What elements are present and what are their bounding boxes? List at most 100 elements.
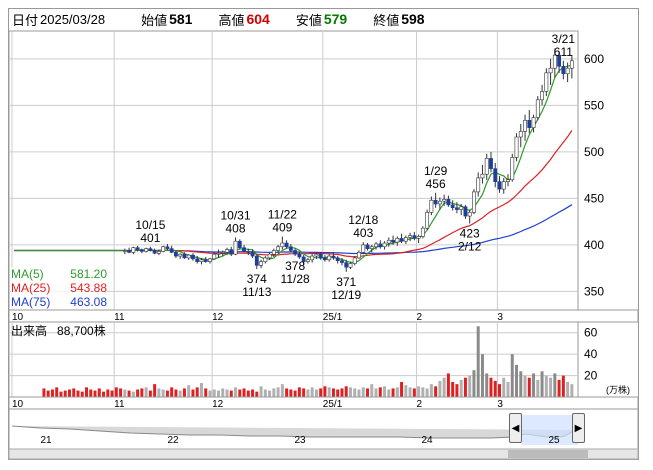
price-tick-label: 350: [584, 284, 604, 298]
candle-body: [242, 247, 246, 252]
candle-body: [348, 263, 353, 268]
volume-bar: [89, 389, 93, 397]
candle-body: [540, 91, 544, 101]
high-annotation-value: 401: [140, 231, 160, 245]
candle-body: [501, 181, 506, 190]
candle-body: [276, 246, 281, 251]
volume-bar: [544, 375, 548, 397]
x-tick-label: 10: [12, 399, 24, 410]
volume-bar: [506, 382, 510, 397]
x-tick-label: 25/1: [323, 399, 343, 410]
volume-bar: [297, 387, 301, 397]
candle-body: [152, 250, 157, 254]
volume-bar: [395, 387, 399, 397]
volume-bar: [489, 377, 493, 397]
volume-bar: [331, 388, 335, 397]
candle-body: [442, 199, 447, 202]
volume-bar: [85, 387, 88, 397]
x-tick-label: 2: [416, 399, 422, 410]
date-value: 2025/03/28: [40, 11, 106, 27]
candle-body: [523, 119, 527, 132]
candle-body: [173, 252, 178, 257]
volume-bar: [251, 389, 255, 397]
candle-body: [169, 248, 174, 253]
candle-body: [267, 253, 272, 259]
candle-body: [459, 206, 464, 210]
volume-bar: [195, 387, 199, 397]
ma25-name: MA(25): [11, 281, 51, 295]
candle-body: [127, 250, 132, 253]
candle-body: [293, 250, 298, 255]
navigator-left-handle[interactable]: ◀: [509, 413, 522, 443]
low-annotation-value: 374: [247, 272, 267, 286]
candle-body: [463, 206, 468, 217]
navigator-scrollbar[interactable]: [8, 448, 639, 460]
candle-body: [237, 240, 242, 248]
volume-bar: [148, 390, 152, 397]
candle-body: [437, 200, 442, 205]
chevron-right-icon: ▶: [574, 422, 583, 434]
volume-bar: [293, 390, 297, 397]
candle-body: [156, 251, 161, 254]
candle-body: [178, 253, 183, 257]
navigator-year-label: 25: [548, 435, 560, 446]
high-annotation-value: 403: [353, 226, 373, 240]
candle-body: [340, 260, 344, 263]
volume-bar: [268, 390, 272, 397]
candle-body: [284, 242, 289, 248]
volume-bar: [46, 390, 50, 397]
high-annotation-date: 3/21: [552, 32, 576, 46]
x-tick-label: 25/1: [323, 312, 343, 323]
candle-body: [259, 261, 263, 266]
candle-body: [216, 252, 221, 255]
candle-body: [139, 249, 144, 252]
close-label: 終値: [373, 12, 400, 28]
volume-bar: [140, 388, 144, 397]
volume-value: 88,700株: [57, 324, 106, 338]
candle-body: [318, 253, 323, 259]
low-annotation-date: 12/19: [331, 288, 361, 302]
volume-bar: [161, 389, 165, 397]
candle-body: [135, 247, 140, 250]
candle-body: [361, 244, 366, 253]
candle-body: [557, 54, 562, 67]
volume-bar: [255, 391, 259, 397]
volume-bar: [570, 384, 574, 397]
price-tick-label: 500: [584, 145, 604, 159]
candle-body: [182, 253, 187, 259]
volume-bar: [259, 386, 263, 397]
high-annotation-date: 10/31: [221, 208, 251, 222]
volume-bar: [106, 389, 110, 397]
volume-bar: [127, 390, 131, 397]
volume-bar: [340, 388, 344, 397]
volume-bar: [557, 379, 561, 397]
candle-body: [569, 60, 574, 69]
navigator-year-label: 23: [294, 435, 306, 446]
candle-body: [518, 131, 523, 138]
navigator-scroll-thumb[interactable]: [508, 450, 588, 458]
volume-bar: [229, 390, 233, 397]
volume-bar: [302, 388, 306, 397]
navigator-right-handle[interactable]: ▶: [572, 413, 585, 443]
candle-body: [208, 258, 212, 262]
ma5-value: 581.20: [70, 267, 107, 281]
candle-body: [229, 249, 234, 255]
candle-body: [446, 199, 451, 206]
price-tick-label: 400: [584, 238, 604, 252]
x-tick-label: 3: [497, 312, 503, 323]
candle-body: [429, 199, 434, 213]
navigator-selection[interactable]: [522, 415, 578, 445]
volume-bar: [515, 364, 519, 397]
volume-bar: [76, 390, 80, 397]
candle-body: [165, 246, 170, 249]
candle-body: [144, 248, 149, 252]
volume-bar: [361, 387, 365, 397]
navigator-years: 21 22 23 24 25: [40, 435, 560, 446]
volume-bar: [114, 387, 118, 397]
volume-bar: [455, 384, 459, 397]
volume-bar: [561, 375, 565, 397]
volume-tick-label: 40: [584, 347, 598, 361]
candle-body: [122, 250, 127, 252]
x-tick-label: 11: [114, 312, 125, 323]
